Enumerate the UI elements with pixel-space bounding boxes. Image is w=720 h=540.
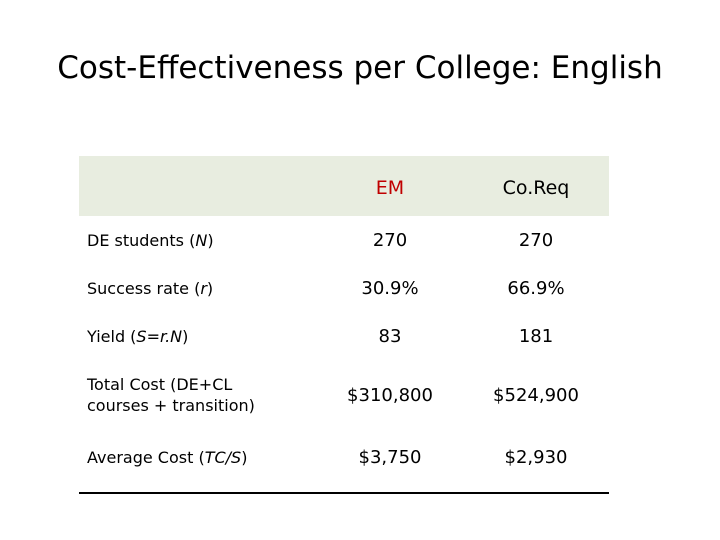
cell-total-cost-coreq: $524,900	[493, 384, 579, 406]
header-coreq: Co.Req	[502, 177, 570, 199]
cell-yield-coreq: 181	[518, 325, 554, 347]
cell-de-students-em: 270	[372, 229, 408, 251]
header-corner-cell	[79, 156, 317, 216]
table-row: Success rate (r) 30.9% 66.9%	[79, 264, 609, 312]
cell-average-cost-coreq: $2,930	[504, 446, 568, 468]
header-em: EM	[375, 177, 405, 199]
cell-de-students-coreq: 270	[518, 229, 554, 251]
table-row: Average Cost (TC/S) $3,750 $2,930	[79, 430, 609, 488]
table-bottom-rule	[79, 492, 609, 494]
cell-average-cost-em: $3,750	[358, 446, 422, 468]
row-label-average-cost: Average Cost (TC/S)	[87, 447, 248, 467]
row-label-success-rate: Success rate (r)	[87, 278, 214, 298]
slide-title: Cost-Effectiveness per College: English	[57, 50, 663, 86]
row-label-de-students: DE students (N)	[87, 230, 214, 250]
cell-success-rate-em: 30.9%	[361, 277, 419, 299]
cell-total-cost-em: $310,800	[347, 384, 433, 406]
table-row: Total Cost (DE+CL courses + transition) $…	[79, 360, 609, 430]
row-label-yield: Yield (S=r.N)	[87, 326, 189, 346]
table-row: Yield (S=r.N) 83 181	[79, 312, 609, 360]
cost-effectiveness-table: EM Co.Req DE students (N) 270 270 Succes…	[79, 156, 609, 488]
row-label-total-cost: Total Cost (DE+CL courses + transition)	[87, 375, 255, 415]
cell-success-rate-coreq: 66.9%	[507, 277, 565, 299]
table-row: DE students (N) 270 270	[79, 216, 609, 264]
cell-yield-em: 83	[378, 325, 402, 347]
table-header-row: EM Co.Req	[79, 156, 609, 216]
